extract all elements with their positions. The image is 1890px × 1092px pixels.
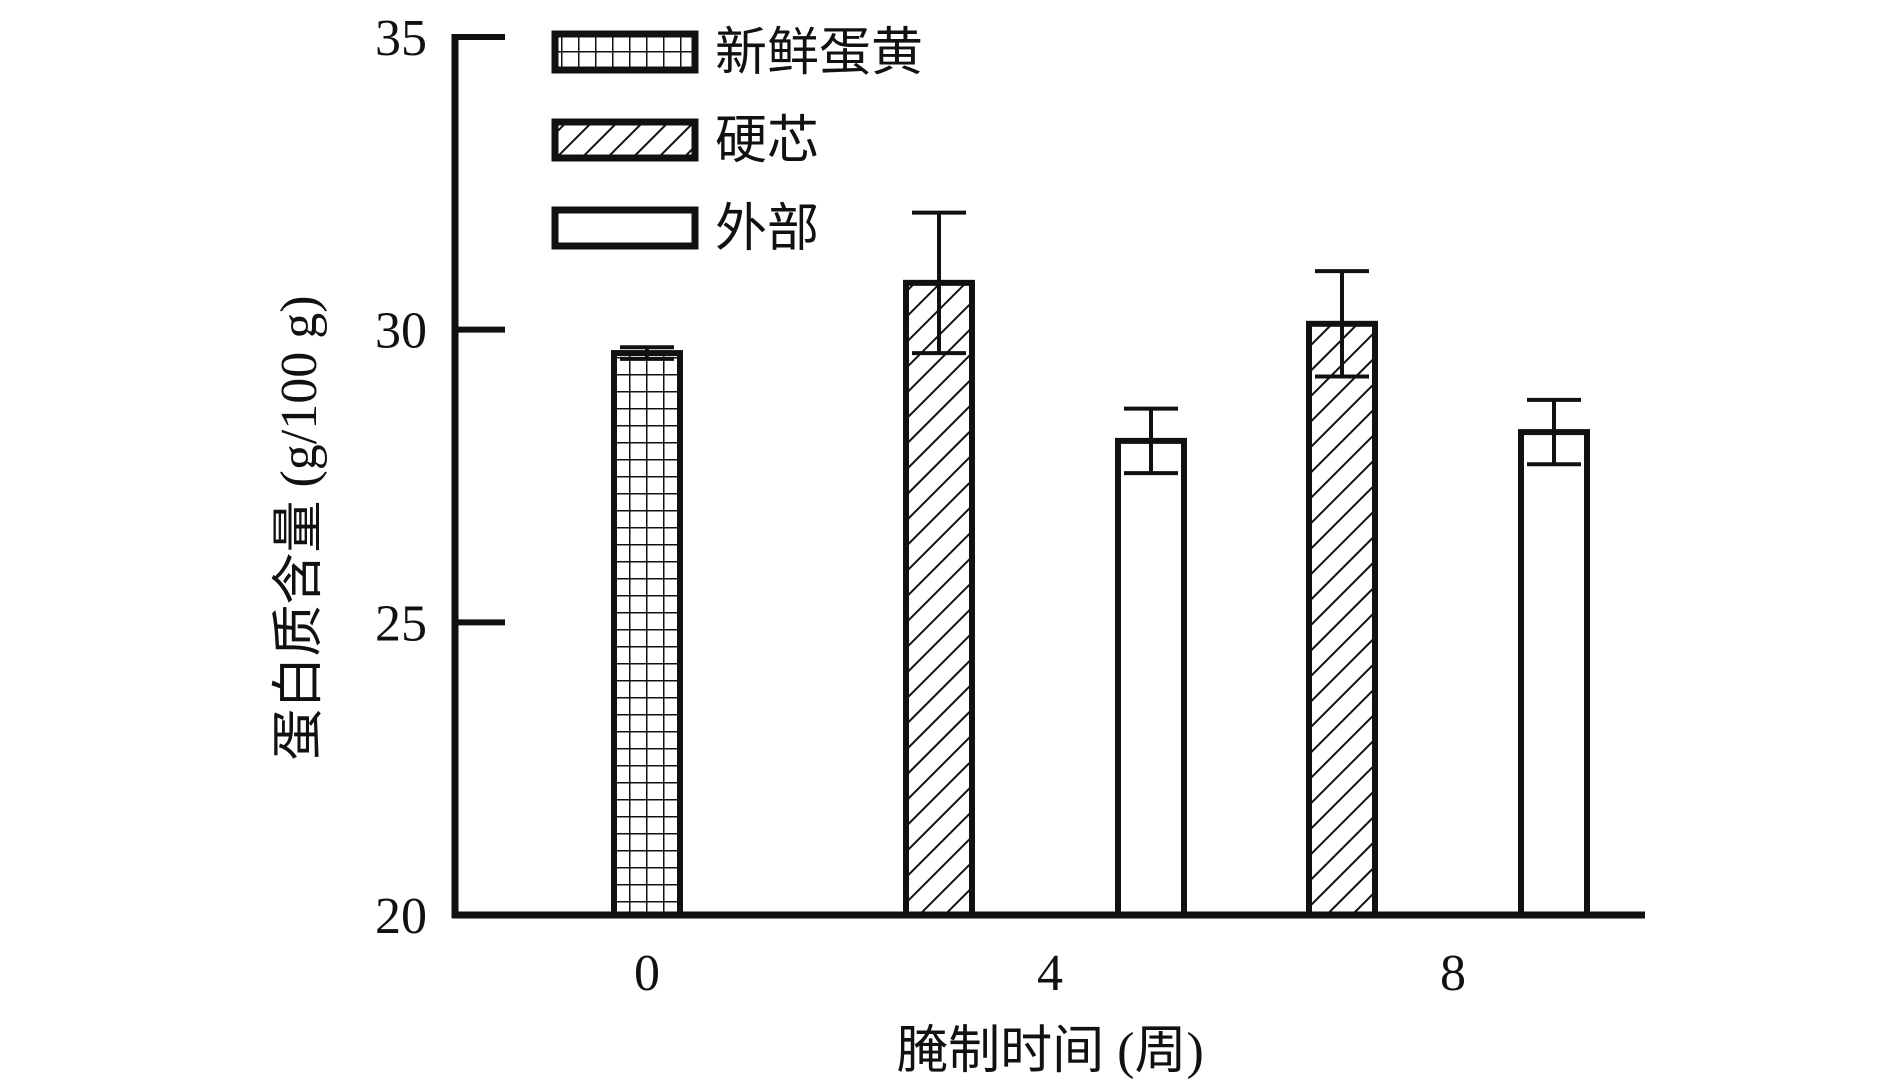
legend-label: 外部 — [715, 201, 819, 258]
error-bar-2-cat-8 — [1315, 269, 1369, 379]
legend-item-1: 新鲜蛋黄 — [551, 25, 923, 82]
legend-item-2: 硬芯 — [551, 113, 819, 170]
x-tick-label: 8 — [1440, 945, 1466, 1002]
error-bar-3-cat-4 — [1124, 406, 1178, 476]
axes-layer: 20 25 30 35 0 4 8 — [375, 10, 1645, 1002]
x-axis-title: 腌制时间 (周) — [896, 1023, 1204, 1080]
x-tick-label: 0 — [634, 945, 660, 1002]
y-tick-label: 30 — [375, 303, 427, 360]
legend-swatch — [551, 118, 699, 162]
y-axis-title: 蛋白质含量 (g/100 g) — [271, 295, 328, 760]
error-bar-1-cat-0 — [620, 345, 674, 361]
error-bar-3-cat-8 — [1527, 397, 1581, 467]
legend-label: 硬芯 — [715, 113, 819, 170]
y-tick-label: 35 — [375, 10, 427, 67]
bars-layer — [611, 279, 1590, 918]
bar-3-cat-4 — [1115, 437, 1187, 918]
error-bars-layer — [620, 210, 1581, 476]
bar-1-cat-0 — [611, 350, 683, 918]
legend-swatch — [551, 206, 699, 250]
legend-item-3: 外部 — [551, 201, 819, 258]
y-tick-label: 20 — [375, 888, 427, 945]
x-tick-label: 4 — [1037, 945, 1063, 1002]
legend-label: 新鲜蛋黄 — [715, 25, 923, 82]
bar-2-cat-4 — [903, 279, 975, 918]
error-bar-2-cat-4 — [912, 210, 966, 356]
bar-2-cat-8 — [1306, 320, 1378, 918]
legend-swatch — [551, 30, 699, 74]
y-tick-label: 25 — [375, 595, 427, 652]
bar-3-cat-8 — [1518, 429, 1590, 918]
